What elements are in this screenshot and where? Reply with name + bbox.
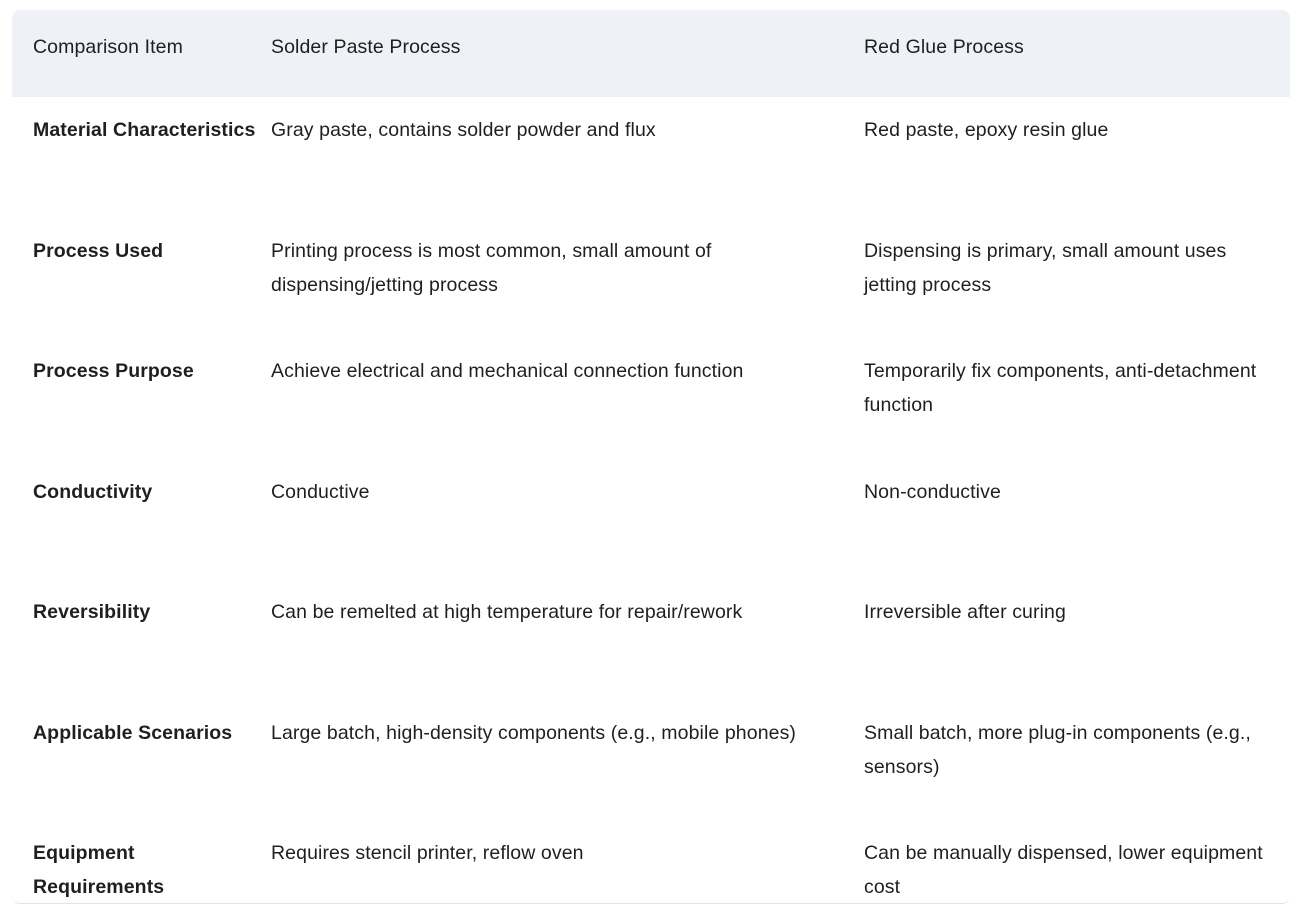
row-item-label: Equipment Requirements bbox=[33, 842, 165, 898]
red-glue-cell: Red paste, epoxy resin glue bbox=[864, 119, 1109, 141]
solder-paste-cell: Requires stencil printer, reflow oven bbox=[271, 842, 584, 864]
solder-paste-cell: Conductive bbox=[271, 480, 370, 503]
row-item-label: Process Purpose bbox=[33, 360, 194, 382]
table-row: Applicable Scenarios Large batch, high-d… bbox=[12, 700, 1290, 821]
header-red-glue-process: Red Glue Process bbox=[864, 36, 1024, 58]
red-glue-cell: Small batch, more plug-in components (e.… bbox=[864, 721, 1251, 778]
red-glue-cell: Non-conductive bbox=[864, 480, 1001, 503]
solder-paste-cell: Gray paste, contains solder powder and f… bbox=[271, 119, 656, 141]
table-row: Reversibility Can be remelted at high te… bbox=[12, 579, 1290, 700]
red-glue-cell: Temporarily fix components, anti-detachm… bbox=[864, 360, 1257, 416]
header-comparison-item: Comparison Item bbox=[33, 36, 183, 58]
header-solder-paste-process: Solder Paste Process bbox=[271, 36, 461, 58]
table-row: Process Used Printing process is most co… bbox=[12, 218, 1290, 339]
solder-paste-cell: Can be remelted at high temperature for … bbox=[271, 601, 743, 623]
solder-paste-cell: Printing process is most common, small a… bbox=[271, 239, 712, 296]
solder-paste-cell: Large batch, high-density components (e.… bbox=[271, 721, 797, 744]
red-glue-cell: Irreversible after curing bbox=[864, 601, 1066, 623]
row-item-label: Applicable Scenarios bbox=[33, 721, 233, 744]
table-header-row: Comparison Item Solder Paste Process Red… bbox=[12, 10, 1290, 97]
table-row: Material Characteristics Gray paste, con… bbox=[12, 97, 1290, 218]
row-item-label: Process Used bbox=[33, 239, 164, 262]
comparison-table: Comparison Item Solder Paste Process Red… bbox=[12, 10, 1290, 904]
table-row: Equipment Requirements Requires stencil … bbox=[12, 820, 1290, 903]
red-glue-cell: Dispensing is primary, small amount uses… bbox=[864, 239, 1227, 296]
solder-paste-cell: Achieve electrical and mechanical connec… bbox=[271, 360, 744, 382]
red-glue-cell: Can be manually dispensed, lower equipme… bbox=[864, 842, 1263, 898]
row-item-label: Material Characteristics bbox=[33, 119, 256, 141]
table-row: Conductivity Conductive Non-conductive bbox=[12, 459, 1290, 580]
row-item-label: Conductivity bbox=[33, 480, 153, 503]
table-row: Process Purpose Achieve electrical and m… bbox=[12, 338, 1290, 459]
row-item-label: Reversibility bbox=[33, 601, 151, 623]
